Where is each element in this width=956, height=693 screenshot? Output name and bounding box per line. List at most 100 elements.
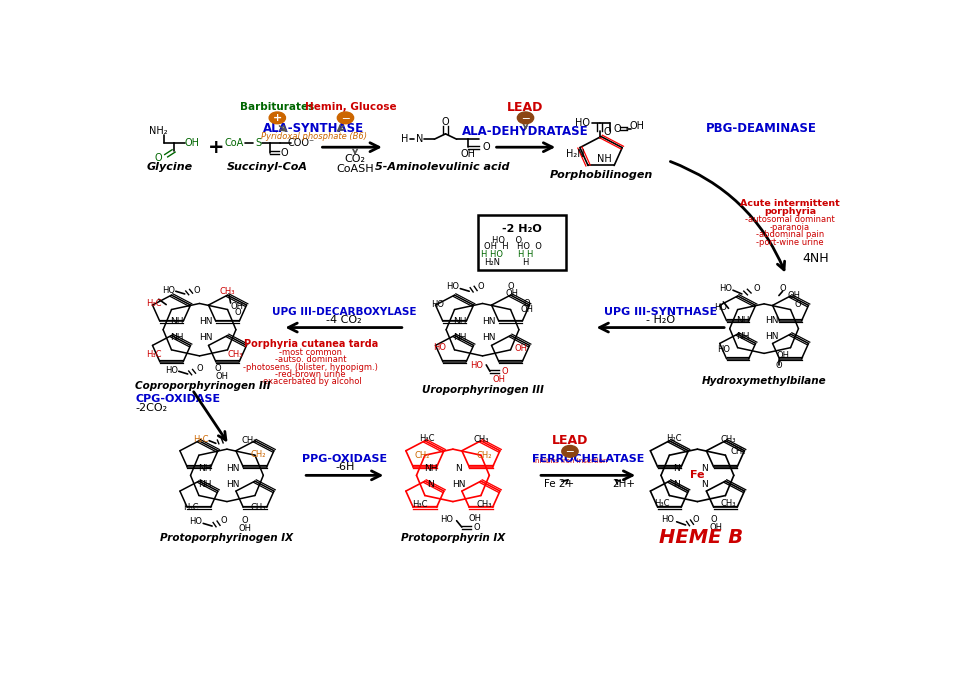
Text: Glycine: Glycine [147,162,193,172]
Text: H₃C: H₃C [184,503,199,512]
Text: HO: HO [189,517,203,526]
Text: O: O [508,283,514,292]
Text: NH: NH [598,154,612,164]
Text: HEME B: HEME B [659,528,743,547]
Text: NH: NH [424,464,438,473]
Text: HO: HO [162,286,175,295]
Text: N: N [702,480,708,489]
Text: CH₂: CH₂ [730,447,746,456]
Text: - H₂O: - H₂O [646,315,675,325]
Text: Hemin, Glucose: Hemin, Glucose [305,102,397,112]
Text: NH: NH [736,332,750,341]
Text: FERROCHELATASE: FERROCHELATASE [532,455,644,464]
Text: PPG-OXIDASE: PPG-OXIDASE [302,455,387,464]
Text: N: N [416,134,424,144]
Text: -red-brown urine: -red-brown urine [275,370,346,379]
Text: NH₂: NH₂ [149,126,168,137]
Text: H H: H H [518,250,533,259]
Text: H: H [402,134,408,144]
Text: -4 CO₂: -4 CO₂ [326,315,361,325]
Text: O: O [196,364,203,373]
Text: UPG III-SYNTHASE: UPG III-SYNTHASE [604,306,717,317]
Text: -photosens. (blister, hypopigm.): -photosens. (blister, hypopigm.) [243,362,378,371]
Text: OH: OH [185,139,200,148]
Text: -exacerbated by alcohol: -exacerbated by alcohol [260,378,361,387]
Text: H₃C: H₃C [146,299,162,308]
Text: OH  H: OH H [484,243,509,252]
Text: -paranoia: -paranoia [770,222,810,231]
Text: -2CO₂: -2CO₂ [136,403,168,412]
Text: LEAD: LEAD [552,435,588,447]
Text: CH₃: CH₃ [250,503,266,512]
Text: ALA-DEHYDRATASE: ALA-DEHYDRATASE [462,125,589,138]
Text: -6H: -6H [335,462,355,473]
Text: NH: NH [198,464,211,473]
Text: NH: NH [198,480,211,489]
Text: OH: OH [709,523,723,532]
Text: Pyridoxal phosphate (B6): Pyridoxal phosphate (B6) [261,132,366,141]
Text: PBG-DEAMINASE: PBG-DEAMINASE [706,122,816,135]
Text: HN: HN [765,332,778,341]
Text: N: N [673,464,680,473]
Text: CH₃: CH₃ [476,500,491,509]
Text: O: O [215,364,222,373]
Text: O: O [710,515,717,524]
Text: H₂C: H₂C [666,434,682,443]
Text: OH: OH [230,301,243,310]
Text: O: O [221,516,228,525]
Text: H₃C: H₃C [420,434,435,443]
Text: O: O [614,123,621,134]
Text: HN: HN [199,317,212,326]
Text: O: O [281,148,289,157]
Text: O: O [775,362,782,371]
Text: Acute intermittent: Acute intermittent [740,199,840,208]
Text: NH: NH [736,316,750,325]
Text: -autosomal dominant: -autosomal dominant [745,216,835,225]
Text: Protoporphyrin IX: Protoporphyrin IX [401,533,505,543]
Text: O: O [193,286,200,295]
Text: HN: HN [482,317,495,326]
Text: HO    O: HO O [492,236,522,245]
Text: H₂N: H₂N [484,258,500,267]
Text: HO: HO [715,303,728,312]
Text: -autso. dominant: -autso. dominant [275,355,346,364]
Text: LEAD: LEAD [508,100,544,114]
Text: CH₃: CH₃ [242,436,257,445]
Text: NH: NH [453,333,467,342]
Text: N: N [455,464,462,473]
Text: CH₃: CH₃ [721,499,736,508]
Text: Uroporphyrinogen III: Uroporphyrinogen III [422,385,543,395]
Text: HN: HN [227,464,240,473]
Text: HO: HO [446,283,460,292]
Circle shape [562,446,578,457]
Text: porphyria: porphyria [764,207,816,216]
Text: Fe 2+: Fe 2+ [544,480,574,489]
Text: CoA: CoA [225,139,244,148]
Text: +: + [272,113,282,123]
Text: +: + [207,138,224,157]
Text: CH₂: CH₂ [250,450,266,459]
Text: CPG-OXIDASE: CPG-OXIDASE [136,394,221,404]
Text: UPG III-DECARBOXYLASE: UPG III-DECARBOXYLASE [272,306,416,317]
Text: H₃C: H₃C [654,499,669,508]
Text: ─: ─ [567,446,574,457]
Text: H₃C: H₃C [412,500,427,509]
Text: HO: HO [433,343,446,352]
Text: OH: OH [492,375,506,384]
Text: NH: NH [170,333,185,342]
Circle shape [517,112,533,124]
Circle shape [270,112,286,124]
Text: CH₃: CH₃ [721,435,736,444]
Text: HO: HO [164,366,178,375]
Text: O: O [692,515,699,524]
Text: H₃C: H₃C [146,350,162,359]
Text: OH: OH [514,344,528,353]
Text: -2 H₂O: -2 H₂O [502,225,542,234]
Text: COO⁻: COO⁻ [288,139,315,148]
Text: O: O [478,283,485,292]
Text: 4NH: 4NH [803,252,829,265]
Text: H₂C: H₂C [193,435,208,444]
Text: Coproporphyrinogen III: Coproporphyrinogen III [136,381,272,392]
Text: S: S [255,139,261,148]
Text: N: N [673,480,680,489]
